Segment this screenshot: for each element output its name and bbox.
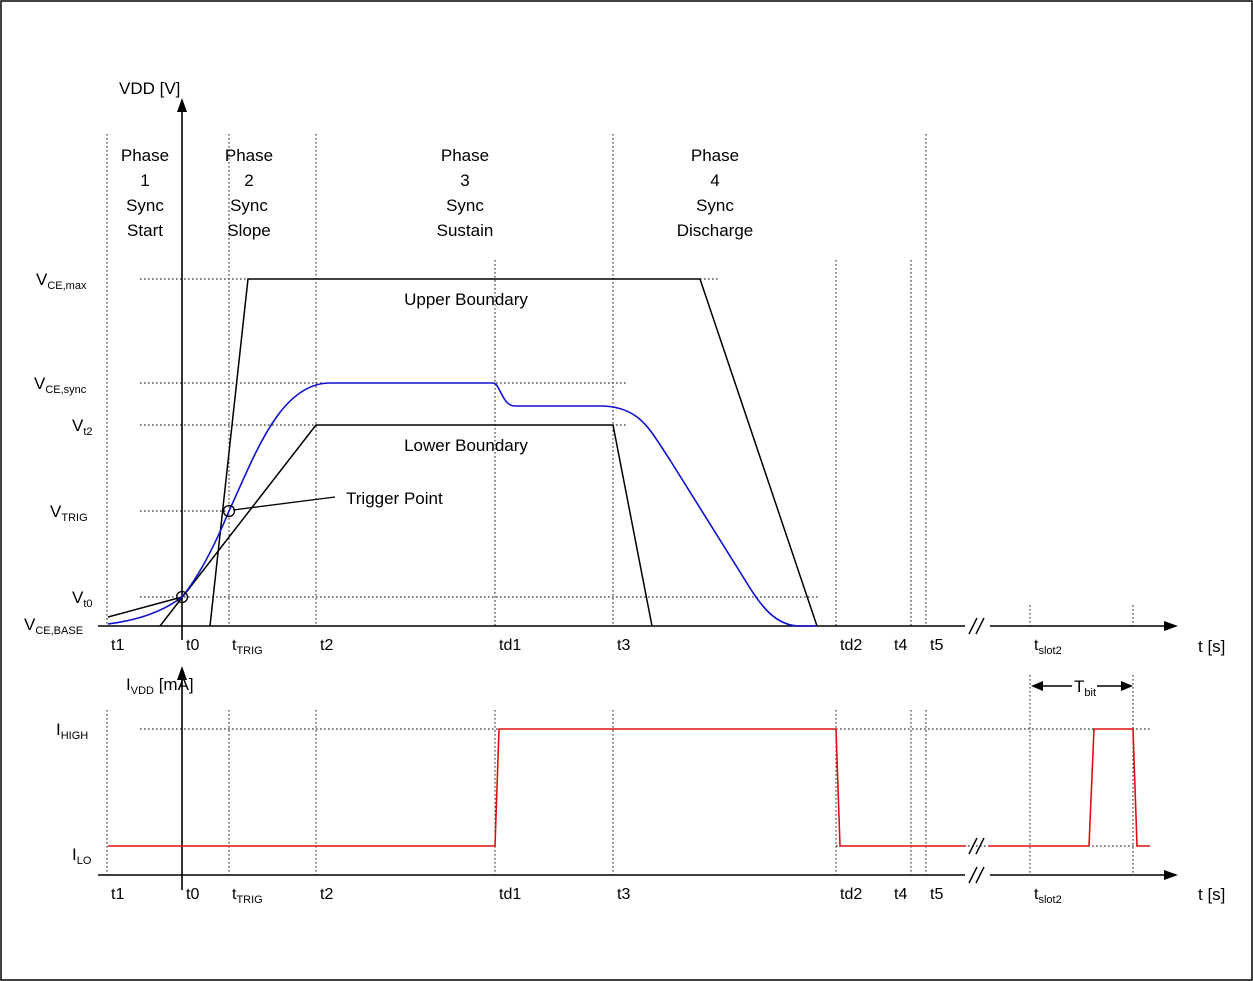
tick-t1-b: t1 xyxy=(111,886,124,903)
phase-3-label: Phase 3 Sync Sustain xyxy=(437,146,494,240)
idd-curve-break xyxy=(968,837,985,855)
tick-t5: t5 xyxy=(930,637,943,654)
tick-t0-b: t0 xyxy=(186,886,199,903)
upper-boundary-line xyxy=(209,278,818,627)
tick-t2-b: t2 xyxy=(320,886,333,903)
tick-td2: td2 xyxy=(840,637,862,654)
level-vce-max: VCE,max xyxy=(36,270,87,292)
idd-x-axis-arrow xyxy=(1164,870,1178,880)
level-vce-sync: VCE,sync xyxy=(34,374,87,396)
level-vce-base: VCE,BASE xyxy=(24,615,83,637)
svg-text:Phase: Phase xyxy=(691,146,739,165)
tick-td1-b: td1 xyxy=(499,886,521,903)
upper-boundary-label: Upper Boundary xyxy=(404,290,528,309)
idd-y-axis-arrow xyxy=(177,666,187,680)
idd-axis-break xyxy=(968,866,985,884)
tick-ttrig: tTRIG xyxy=(232,637,263,657)
lower-boundary-line xyxy=(159,424,653,627)
t1-slope-line xyxy=(107,596,183,618)
svg-text:Sync: Sync xyxy=(230,196,268,215)
vdd-time-ticks: t1 t0 tTRIG t2 td1 t3 td2 t4 t5 tslot2 xyxy=(111,637,1062,657)
tick-t0: t0 xyxy=(186,637,199,654)
tbit-dimension: Tbit xyxy=(1031,677,1133,699)
tick-t3: t3 xyxy=(617,637,630,654)
svg-text:Sync: Sync xyxy=(696,196,734,215)
vdd-x-axis-label: t [s] xyxy=(1198,637,1225,656)
tick-t4: t4 xyxy=(894,637,907,654)
trigger-point-leader xyxy=(232,496,336,511)
bottom-vertical-guides xyxy=(106,675,1134,875)
phase-2-label: Phase 2 Sync Slope xyxy=(225,146,273,240)
svg-text:Phase: Phase xyxy=(441,146,489,165)
idd-curve xyxy=(108,728,966,847)
phase-1-label: Phase 1 Sync Start xyxy=(121,146,169,240)
tick-td2-b: td2 xyxy=(840,886,862,903)
svg-text:1: 1 xyxy=(140,171,149,190)
level-vt2: Vt2 xyxy=(72,416,93,438)
vdd-plot: VDD [V] t [s] Upper Boundary Lower Bound… xyxy=(24,79,1225,657)
tick-t4-b: t4 xyxy=(894,886,907,903)
tick-tslot2: tslot2 xyxy=(1034,637,1062,657)
lower-boundary-label: Lower Boundary xyxy=(404,436,528,455)
idd-y-axis-label: IVDD [mA] xyxy=(126,675,194,697)
level-vtrig: VTRIG xyxy=(50,502,88,524)
tick-t2: t2 xyxy=(320,637,333,654)
svg-text:Discharge: Discharge xyxy=(677,221,754,240)
top-vertical-guides xyxy=(106,134,1134,626)
trigger-point-marker xyxy=(222,504,236,518)
vdd-y-axis-label: VDD [V] xyxy=(119,79,180,98)
vdd-axis-break xyxy=(968,617,985,635)
level-ihigh: IHIGH xyxy=(56,720,88,742)
tick-t1: t1 xyxy=(111,637,124,654)
idd-curve-slot2 xyxy=(988,728,1150,847)
svg-text:Slope: Slope xyxy=(227,221,270,240)
svg-text:Start: Start xyxy=(127,221,163,240)
vdd-curve xyxy=(107,382,817,627)
idd-plot: Tbit IVDD [mA] t [s] IHIGH ILO t1 t0 tTR… xyxy=(56,666,1225,906)
svg-text:3: 3 xyxy=(460,171,469,190)
level-vt0: Vt0 xyxy=(72,588,93,610)
svg-text:Sync: Sync xyxy=(126,196,164,215)
level-ilo: ILO xyxy=(72,845,92,867)
tbit-label: Tbit xyxy=(1074,677,1096,699)
tick-t3-b: t3 xyxy=(617,886,630,903)
svg-text:Phase: Phase xyxy=(225,146,273,165)
t0-marker xyxy=(175,590,189,604)
tick-ttrig-b: tTRIG xyxy=(232,886,263,906)
svg-text:Phase: Phase xyxy=(121,146,169,165)
phase-4-label: Phase 4 Sync Discharge xyxy=(677,146,754,240)
trigger-point-label: Trigger Point xyxy=(346,489,443,508)
vdd-y-axis-arrow xyxy=(177,98,187,112)
tick-td1: td1 xyxy=(499,637,521,654)
idd-time-ticks: t1 t0 tTRIG t2 td1 t3 td2 t4 t5 tslot2 xyxy=(111,886,1062,906)
svg-text:Sync: Sync xyxy=(446,196,484,215)
tick-t5-b: t5 xyxy=(930,886,943,903)
svg-text:4: 4 xyxy=(710,171,719,190)
tick-tslot2-b: tslot2 xyxy=(1034,886,1062,906)
svg-text:2: 2 xyxy=(244,171,253,190)
svg-text:Sustain: Sustain xyxy=(437,221,494,240)
vdd-x-axis-arrow xyxy=(1164,621,1178,631)
idd-x-axis-label: t [s] xyxy=(1198,885,1225,904)
